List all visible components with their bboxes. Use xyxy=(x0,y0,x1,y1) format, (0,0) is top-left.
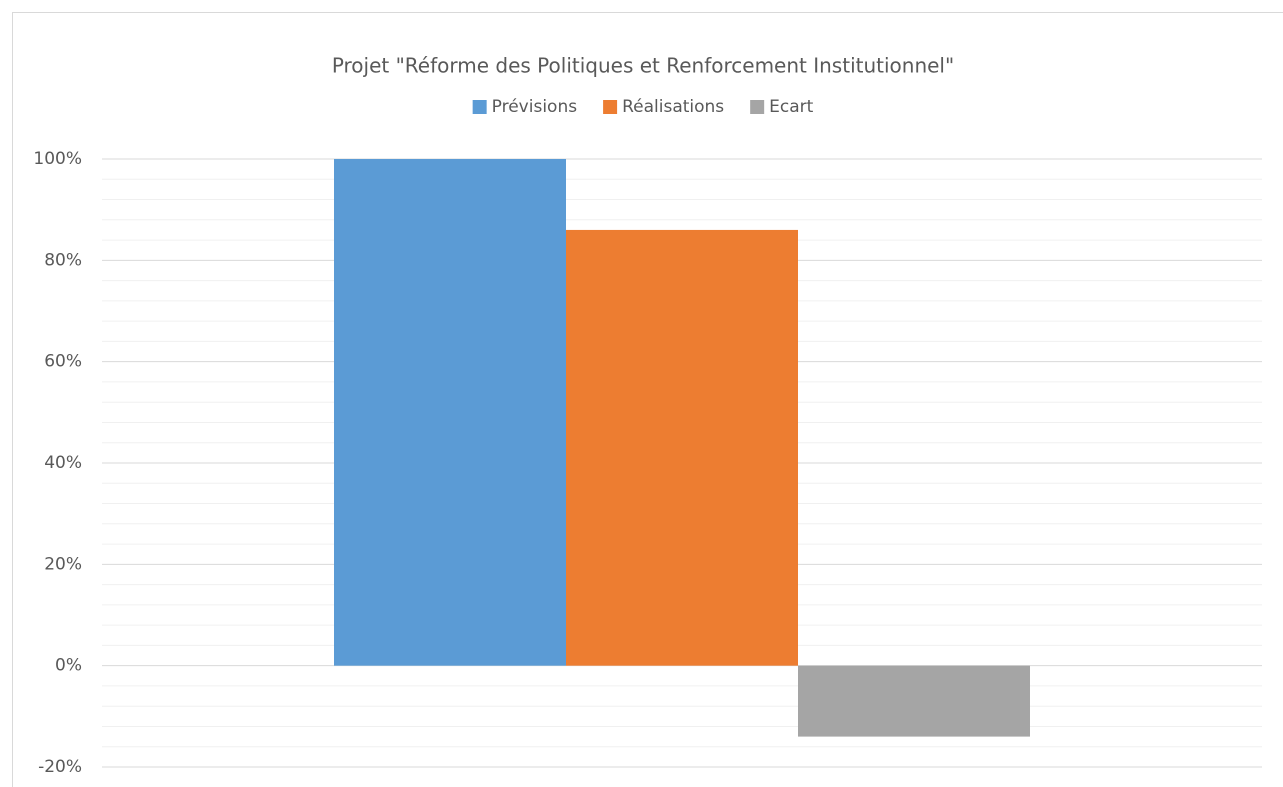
bar xyxy=(334,159,566,666)
legend-label: Réalisations xyxy=(622,97,724,117)
y-tick-label: -20% xyxy=(38,757,82,777)
legend-label: Ecart xyxy=(769,97,813,117)
y-tick-label: 80% xyxy=(44,250,82,270)
axis: -20% 0% 20% 40% 60% 80% 100% xyxy=(33,149,82,777)
bars xyxy=(334,159,1030,737)
legend: Prévisions Réalisations Ecart xyxy=(472,97,814,117)
y-tick-label: 40% xyxy=(44,453,82,473)
y-tick-label: 20% xyxy=(44,554,82,574)
bar xyxy=(798,665,1030,737)
legend-swatch xyxy=(750,100,765,114)
legend-label: Prévisions xyxy=(492,97,578,117)
y-tick-label: 0% xyxy=(55,656,82,676)
bar xyxy=(566,229,798,666)
y-tick-label: 60% xyxy=(44,352,82,372)
legend-swatch xyxy=(603,100,618,114)
y-tick-label: 100% xyxy=(33,149,82,169)
legend-swatch xyxy=(472,100,487,114)
chart-title: Projet "Réforme des Politiques et Renfor… xyxy=(332,54,954,78)
